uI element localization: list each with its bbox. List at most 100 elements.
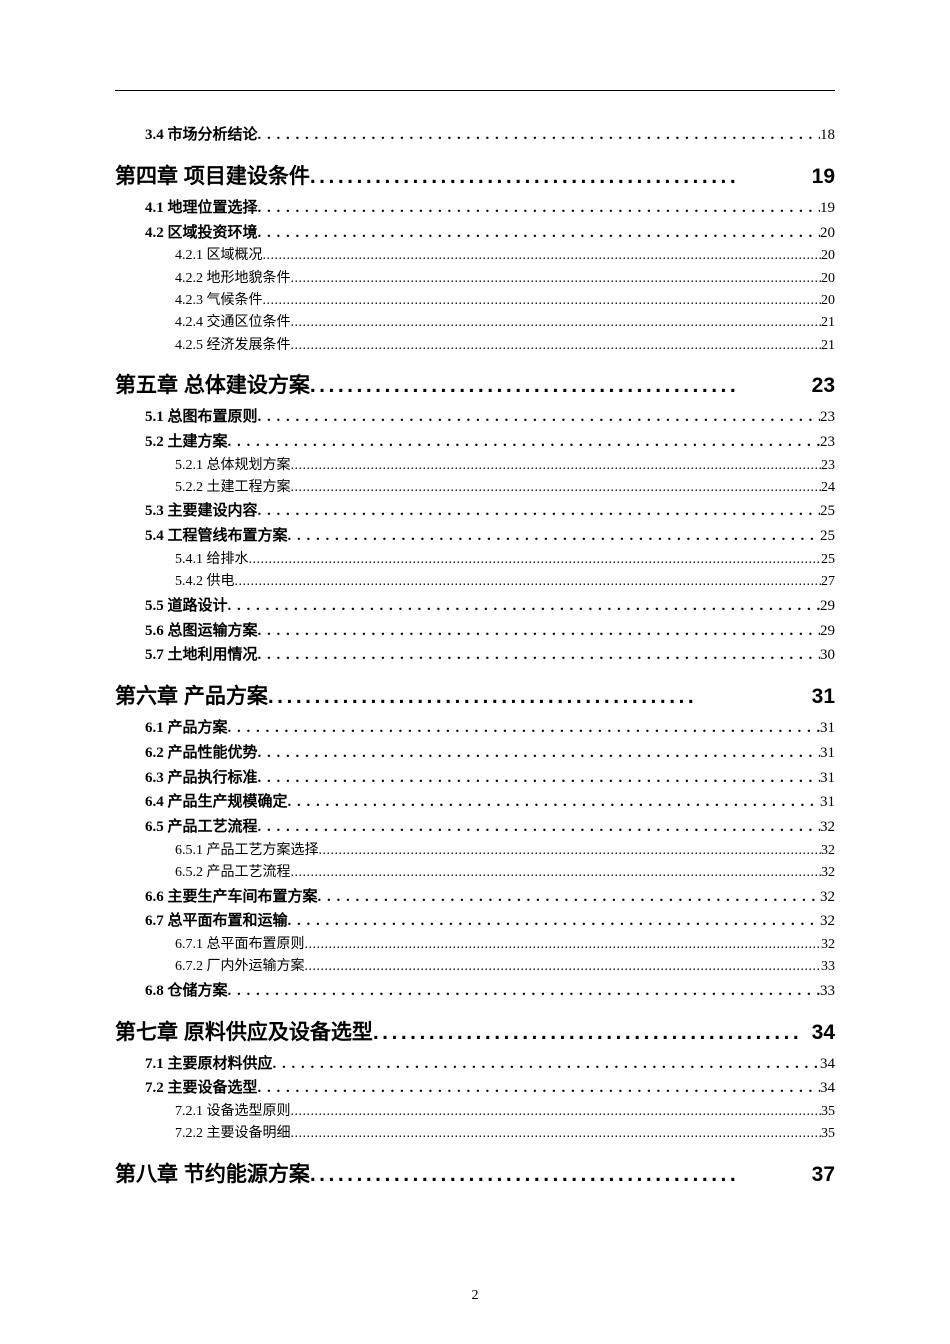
toc-leader-dots: . . . . . . . . . . . . . . . . . . . . …	[228, 594, 820, 619]
toc-entry: 7.2 主要设备选型. . . . . . . . . . . . . . . …	[115, 1076, 835, 1101]
toc-entry-page: 23	[821, 455, 835, 477]
toc-entry: 5.4.1 给排水...............................…	[115, 549, 835, 571]
toc-entry-label: 7.2 主要设备选型	[145, 1076, 258, 1101]
toc-leader-dots: ........................................…	[235, 571, 822, 593]
toc-entry-page: 31	[820, 790, 835, 815]
toc-entry: 第七章 原料供应及设备选型...........................…	[115, 1016, 835, 1046]
toc-entry: 6.6 主要生产车间布置方案. . . . . . . . . . . . . …	[115, 885, 835, 910]
toc-leader-dots: . . . . . . . . . . . . . . . . . . . . …	[288, 909, 820, 934]
toc-entry-page: 18	[820, 123, 835, 148]
toc-leader-dots: ........................................…	[291, 1101, 822, 1123]
toc-entry-page: 19	[820, 196, 835, 221]
toc-entry: 第八章 节约能源方案..............................…	[115, 1158, 835, 1188]
toc-entry-page: 34	[820, 1076, 835, 1101]
toc-entry-page: 24	[821, 477, 835, 499]
toc-entry: 第四章 项目建设条件..............................…	[115, 160, 835, 190]
toc-entry: 3.4 市场分析结论. . . . . . . . . . . . . . . …	[115, 123, 835, 148]
toc-entry-label: 4.2.2 地形地貌条件	[175, 268, 291, 290]
toc-entry-label: 第四章 项目建设条件	[115, 160, 310, 190]
toc-leader-dots: . . . . . . . . . . . . . . . . . . . . …	[258, 499, 820, 524]
toc-entry-page: 23	[812, 374, 835, 398]
toc-entry-page: 31	[820, 766, 835, 791]
toc-entry-page: 31	[820, 716, 835, 741]
document-page: 3.4 市场分析结论. . . . . . . . . . . . . . . …	[0, 0, 950, 1344]
toc-leader-dots: ........................................…	[305, 956, 822, 978]
toc-entry: 5.2.1 总体规划方案............................…	[115, 455, 835, 477]
toc-entry: 4.2.2 地形地貌条件............................…	[115, 268, 835, 290]
toc-entry-label: 6.2 产品性能优势	[145, 741, 258, 766]
toc-entry-page: 32	[821, 840, 835, 862]
toc-entry-page: 35	[821, 1123, 835, 1145]
toc-entry: 第五章 总体建设方案..............................…	[115, 369, 835, 399]
toc-entry: 第六章 产品方案................................…	[115, 680, 835, 710]
toc-entry-label: 3.4 市场分析结论	[145, 123, 258, 148]
toc-entry: 6.7.1 总平面布置原则...........................…	[115, 934, 835, 956]
toc-entry: 6.2 产品性能优势. . . . . . . . . . . . . . . …	[115, 741, 835, 766]
toc-entry-page: 29	[820, 619, 835, 644]
toc-entry: 7.2.1 设备选型原则............................…	[115, 1101, 835, 1123]
toc-leader-dots: . . . . . . . . . . . . . . . . . . . . …	[258, 741, 820, 766]
toc-leader-dots: ........................................…	[263, 245, 822, 267]
toc-entry-label: 5.2.1 总体规划方案	[175, 455, 291, 477]
toc-leader-dots: ........................................…	[291, 1123, 822, 1145]
toc-entry: 5.1 总图布置原则. . . . . . . . . . . . . . . …	[115, 405, 835, 430]
toc-leader-dots: . . . . . . . . . . . . . . . . . . . . …	[228, 716, 820, 741]
toc-entry-label: 5.6 总图运输方案	[145, 619, 258, 644]
toc-entry-label: 4.2 区域投资环境	[145, 221, 258, 246]
toc-entry-label: 7.2.2 主要设备明细	[175, 1123, 291, 1145]
toc-entry: 6.8 仓储方案. . . . . . . . . . . . . . . . …	[115, 979, 835, 1004]
toc-entry-page: 32	[821, 862, 835, 884]
toc-entry: 5.6 总图运输方案. . . . . . . . . . . . . . . …	[115, 619, 835, 644]
toc-entry-page: 34	[820, 1052, 835, 1077]
toc-entry-page: 31	[812, 685, 835, 709]
toc-entry-page: 21	[821, 312, 835, 334]
toc-entry-label: 第五章 总体建设方案	[115, 369, 310, 399]
toc-entry-page: 21	[821, 335, 835, 357]
toc-entry-page: 35	[821, 1101, 835, 1123]
toc-entry: 4.2.5 经济发展条件............................…	[115, 335, 835, 357]
toc-entry-label: 7.2.1 设备选型原则	[175, 1101, 291, 1123]
toc-entry-label: 4.2.5 经济发展条件	[175, 335, 291, 357]
toc-entry-page: 23	[820, 405, 835, 430]
toc-entry: 4.2.1 区域概况..............................…	[115, 245, 835, 267]
toc-leader-dots: . . . . . . . . . . . . . . . . . . . . …	[318, 885, 820, 910]
toc-entry: 5.5 道路设计. . . . . . . . . . . . . . . . …	[115, 594, 835, 619]
toc-entry-label: 4.2.4 交通区位条件	[175, 312, 291, 334]
toc-entry-label: 第六章 产品方案	[115, 680, 268, 710]
toc-leader-dots: . . . . . . . . . . . . . . . . . . . . …	[258, 405, 820, 430]
toc-leader-dots: ........................................…	[291, 455, 822, 477]
toc-entry: 4.2.4 交通区位条件............................…	[115, 312, 835, 334]
toc-entry-label: 6.5.2 产品工艺流程	[175, 862, 291, 884]
toc-entry-page: 32	[820, 815, 835, 840]
toc-leader-dots: . . . . . . . . . . . . . . . . . . . . …	[258, 123, 820, 148]
toc-entry-label: 第八章 节约能源方案	[115, 1158, 310, 1188]
toc-entry: 6.3 产品执行标准. . . . . . . . . . . . . . . …	[115, 766, 835, 791]
toc-entry: 4.2.3 气候条件..............................…	[115, 290, 835, 312]
toc-entry-page: 29	[820, 594, 835, 619]
toc-entry-label: 6.7 总平面布置和运输	[145, 909, 288, 934]
toc-entry-page: 25	[820, 524, 835, 549]
toc-entry-label: 6.7.1 总平面布置原则	[175, 934, 305, 956]
toc-leader-dots: ........................................…	[291, 862, 822, 884]
toc-entry: 4.1 地理位置选择. . . . . . . . . . . . . . . …	[115, 196, 835, 221]
toc-entry: 5.3 主要建设内容. . . . . . . . . . . . . . . …	[115, 499, 835, 524]
toc-leader-dots: ........................................…	[319, 840, 822, 862]
toc-entry-label: 6.6 主要生产车间布置方案	[145, 885, 318, 910]
toc-entry-label: 5.2.2 土建工程方案	[175, 477, 291, 499]
toc-entry: 5.4.2 供电................................…	[115, 571, 835, 593]
toc-entry-label: 4.2.3 气候条件	[175, 290, 263, 312]
toc-entry-label: 5.2 土建方案	[145, 430, 228, 455]
toc-entry-label: 6.8 仓储方案	[145, 979, 228, 1004]
toc-entry-label: 5.4.2 供电	[175, 571, 235, 593]
table-of-contents: 3.4 市场分析结论. . . . . . . . . . . . . . . …	[115, 123, 835, 1188]
toc-entry-label: 5.4 工程管线布置方案	[145, 524, 288, 549]
toc-entry-page: 25	[820, 499, 835, 524]
toc-entry-page: 20	[821, 268, 835, 290]
toc-leader-dots: ........................................…	[373, 1021, 812, 1045]
toc-entry: 6.4 产品生产规模确定. . . . . . . . . . . . . . …	[115, 790, 835, 815]
toc-leader-dots: ........................................…	[291, 268, 822, 290]
toc-leader-dots: . . . . . . . . . . . . . . . . . . . . …	[273, 1052, 820, 1077]
toc-entry: 6.5.2 产品工艺流程............................…	[115, 862, 835, 884]
toc-entry-label: 4.2.1 区域概况	[175, 245, 263, 267]
toc-entry: 6.7.2 厂内外运输方案...........................…	[115, 956, 835, 978]
